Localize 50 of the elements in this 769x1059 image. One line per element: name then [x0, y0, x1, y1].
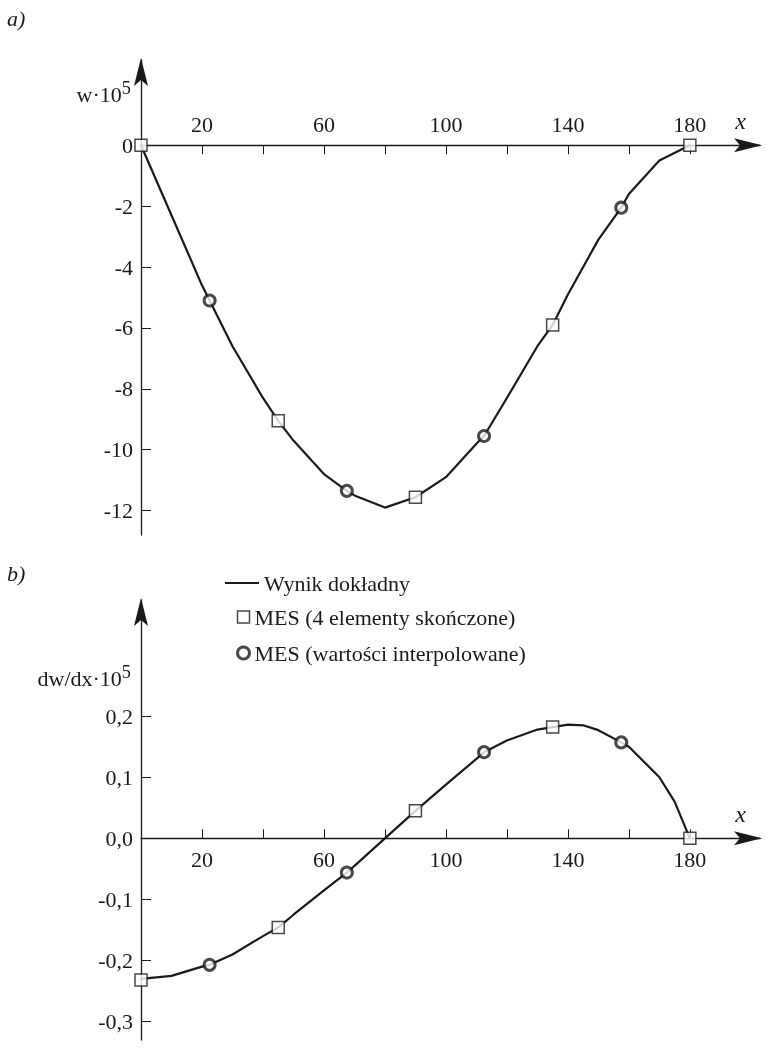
- y-tick-label: -0,1: [98, 886, 133, 912]
- y-tick-label: -10: [103, 437, 133, 463]
- y-tick-label: -0,2: [98, 948, 133, 974]
- y-tick-label: -12: [103, 498, 133, 524]
- point: [683, 138, 697, 153]
- x-tick-label: 60: [312, 111, 335, 137]
- x-tick-label: 180: [673, 846, 707, 872]
- point: [271, 414, 285, 428]
- x-tick-label: 180: [673, 111, 707, 137]
- y-tick-label: 0,1: [105, 764, 133, 790]
- point: [202, 293, 217, 308]
- point: [545, 318, 560, 332]
- y-tick-label: 0,2: [105, 703, 133, 729]
- y-tick-label: -0,3: [98, 1009, 133, 1035]
- point: [339, 483, 354, 498]
- point: [271, 920, 285, 935]
- point: [614, 200, 629, 215]
- chart-title: b): [7, 560, 26, 586]
- point: [202, 957, 217, 972]
- point: [614, 735, 629, 750]
- y-tick-label: 0,0: [105, 825, 133, 851]
- point: [683, 831, 697, 846]
- x-axis-title: x: [734, 801, 747, 828]
- x-tick-label: 140: [551, 846, 585, 872]
- point: [477, 429, 492, 444]
- legend-label: MES (wartości interpolowane): [254, 640, 526, 666]
- x-tick-label: 100: [429, 846, 463, 872]
- chart-title: a): [7, 5, 26, 31]
- point: [545, 720, 560, 734]
- y-axis-title: dw/dx·10$^{5}$: [37, 662, 131, 693]
- point: [408, 490, 423, 504]
- x-tick-label: 20: [190, 111, 213, 137]
- point: [134, 138, 148, 153]
- x-tick-label: 20: [190, 846, 213, 872]
- point: [134, 973, 148, 987]
- point: [408, 804, 423, 818]
- x-tick-label: 60: [312, 846, 335, 872]
- y-axis-title: w·10$^{5}$: [76, 78, 131, 109]
- x-axis-title: x: [734, 108, 747, 135]
- y-tick-label: 0: [122, 132, 133, 158]
- y-tick-label: -4: [114, 254, 133, 280]
- y-tick-label: -2: [114, 193, 133, 219]
- x-tick-label: 140: [551, 111, 585, 137]
- point: [339, 865, 354, 880]
- x-tick-label: 100: [429, 111, 463, 137]
- y-tick-label: -8: [114, 376, 133, 402]
- legend-label: Wynik dokładny: [264, 570, 410, 596]
- legend-label: MES (4 elementy skończone): [254, 604, 516, 630]
- y-tick-label: -6: [114, 315, 133, 341]
- point: [477, 745, 492, 760]
